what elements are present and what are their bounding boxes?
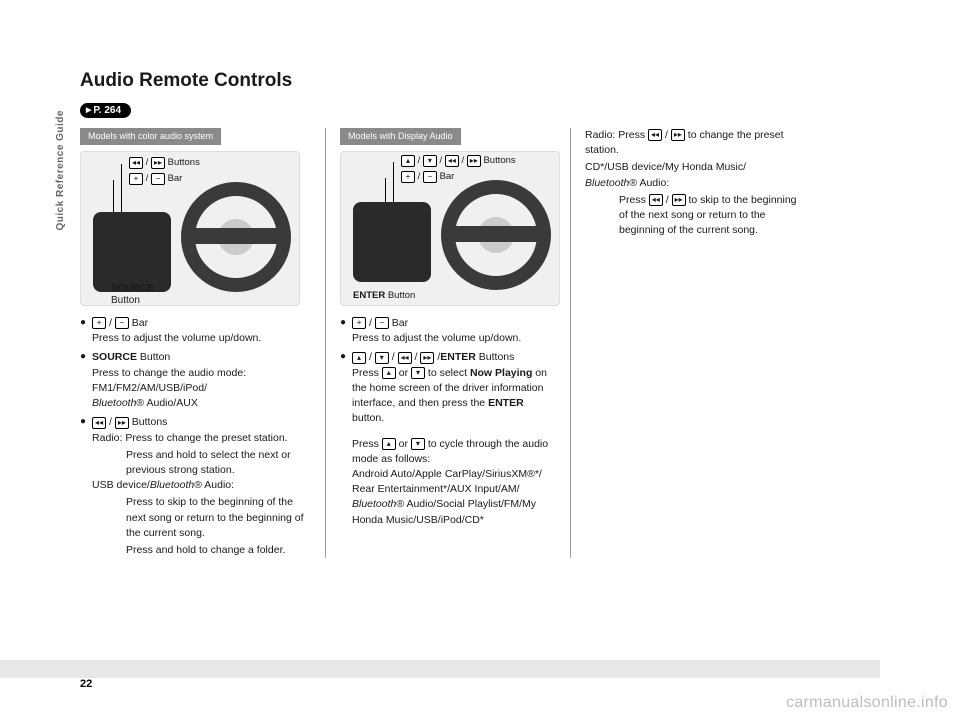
column-2: Models with Display Audio ▴ / ▾ / ◂◂ / ▸…: [325, 128, 570, 558]
column-1: Models with color audio system ◂◂ / ▸▸ B…: [80, 128, 325, 558]
source-desc-1: Press to change the audio mode:: [92, 366, 311, 381]
cd-label-b: Bluetooth: [585, 177, 629, 189]
side-tab-label: Quick Reference Guide: [55, 110, 66, 231]
down-icon: ▾: [411, 438, 425, 450]
bar-desc: Press to adjust the volume up/down.: [352, 331, 556, 346]
prev-icon: ◂◂: [129, 157, 143, 169]
cd-label-c: ® Audio:: [629, 177, 669, 189]
next-icon: ▸▸: [672, 194, 686, 206]
callout-buttons-label: Buttons: [168, 157, 200, 168]
plus-icon: +: [401, 171, 415, 183]
next-icon: ▸▸: [467, 155, 481, 167]
t-e: button.: [352, 412, 384, 424]
radio-text-2: Press and hold to select the next or pre…: [92, 448, 311, 478]
watermark: carmanualsonline.info: [786, 694, 948, 712]
next-icon: ▸▸: [420, 352, 434, 364]
bullet-dot: ●: [340, 316, 346, 346]
cd-label-a: CD*/USB device/My Honda Music/: [585, 161, 746, 173]
radio-a: Radio: Press: [585, 129, 648, 141]
callout-bar-label: Bar: [440, 171, 455, 182]
enter-bold: ENTER: [440, 351, 476, 363]
source-button-bold: SOURCE: [92, 351, 137, 363]
source-desc-2: FM1/FM2/AM/USB/iPod/: [92, 381, 311, 396]
t-c: to select: [425, 367, 470, 379]
source-button-plain: Button: [140, 351, 170, 363]
modes-3a: Bluetooth: [352, 498, 396, 510]
enter-label-plain: Button: [388, 290, 415, 301]
usb-label-a: USB device/: [92, 479, 150, 491]
t-a: Press: [352, 367, 382, 379]
model-badge: Models with color audio system: [80, 128, 221, 145]
next-icon: ▸▸: [115, 417, 129, 429]
t-b: or: [396, 367, 411, 379]
radio-b: /: [662, 129, 671, 141]
usb-label-b: Bluetooth: [150, 479, 194, 491]
now-playing: Now Playing: [470, 367, 532, 379]
bullet-dot: ●: [340, 350, 346, 426]
up-icon: ▴: [382, 367, 396, 379]
plus-icon: +: [352, 317, 366, 329]
prev-icon: ◂◂: [649, 194, 663, 206]
plus-icon: +: [92, 317, 106, 329]
up-icon: ▴: [401, 155, 415, 167]
p-b: or: [396, 438, 411, 450]
page-reference-badge: P. 264: [80, 103, 131, 118]
next-icon: ▸▸: [671, 129, 685, 141]
footer-bar: [0, 660, 880, 678]
prev-icon: ◂◂: [92, 417, 106, 429]
bullet-dot: ●: [80, 316, 86, 346]
bullet-dot: ●: [80, 350, 86, 411]
page-title: Audio Remote Controls: [80, 70, 880, 92]
down-icon: ▾: [411, 367, 425, 379]
buttons-label: Buttons: [132, 416, 168, 428]
enter-label-bold: ENTER: [353, 290, 385, 301]
bar-label: Bar: [392, 317, 408, 329]
up-icon: ▴: [352, 352, 366, 364]
enter-inline: ENTER: [488, 397, 524, 409]
source-label-plain: Button: [111, 295, 140, 306]
usb-label-c: ® Audio:: [194, 479, 234, 491]
bar-desc: Press to adjust the volume up/down.: [92, 331, 311, 346]
buttons-plain: Buttons: [479, 351, 515, 363]
callout-buttons-label: Buttons: [483, 155, 515, 166]
steering-controls-diagram: ◂◂ / ▸▸ Buttons + / − Bar SOURCE Button: [80, 151, 300, 306]
bluetooth-text: Bluetooth: [92, 397, 136, 409]
bullet-dot: ●: [80, 415, 86, 558]
prev-icon: ◂◂: [648, 129, 662, 141]
model-badge: Models with Display Audio: [340, 128, 461, 145]
modes-2: Rear Entertainment*/AUX Input/AM/: [352, 482, 556, 497]
usb-text-1: Press to skip to the beginning of the ne…: [92, 495, 311, 541]
p-a: Press: [352, 438, 382, 450]
page-number: 22: [80, 678, 92, 690]
column-3: Radio: Press ◂◂ / ▸▸ to change the prese…: [570, 128, 815, 558]
down-icon: ▾: [375, 352, 389, 364]
next-icon: ▸▸: [151, 157, 165, 169]
up-icon: ▴: [382, 438, 396, 450]
radio-label: Radio:: [92, 432, 122, 444]
source-desc-3: ® Audio/AUX: [136, 397, 197, 409]
cd-text-b: /: [663, 194, 672, 206]
down-icon: ▾: [423, 155, 437, 167]
plus-icon: +: [129, 173, 143, 185]
source-label-bold: SOURCE: [111, 283, 154, 294]
prev-icon: ◂◂: [445, 155, 459, 167]
bar-label: Bar: [132, 317, 148, 329]
manual-page: Audio Remote Controls P. 264 Models with…: [80, 70, 880, 670]
cd-text-a: Press: [619, 194, 649, 206]
modes-1: Android Auto/Apple CarPlay/SiriusXM®*/: [352, 467, 556, 482]
radio-text-1: Press to change the preset station.: [125, 432, 287, 444]
minus-icon: −: [375, 317, 389, 329]
minus-icon: −: [115, 317, 129, 329]
prev-icon: ◂◂: [398, 352, 412, 364]
steering-controls-diagram-2: ▴ / ▾ / ◂◂ / ▸▸ Buttons + / − Bar ENTER: [340, 151, 560, 306]
minus-icon: −: [423, 171, 437, 183]
usb-text-2: Press and hold to change a folder.: [92, 543, 311, 558]
callout-bar-label: Bar: [168, 173, 183, 184]
minus-icon: −: [151, 173, 165, 185]
